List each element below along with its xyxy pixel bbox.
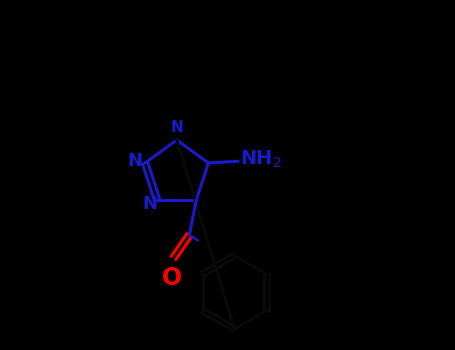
Text: NH$_2$: NH$_2$ (240, 149, 282, 170)
Text: O: O (162, 266, 182, 289)
Text: N: N (170, 120, 183, 135)
Text: N: N (142, 195, 157, 214)
Text: N: N (128, 152, 143, 170)
